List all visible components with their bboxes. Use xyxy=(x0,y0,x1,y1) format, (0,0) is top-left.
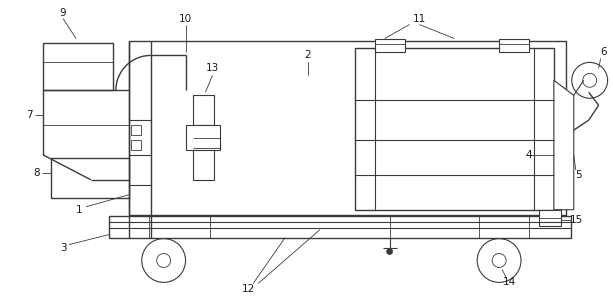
Bar xyxy=(131,140,141,150)
Text: 2: 2 xyxy=(305,50,311,60)
Bar xyxy=(375,38,405,52)
Bar xyxy=(539,210,561,226)
Text: 1: 1 xyxy=(76,205,82,215)
Text: 10: 10 xyxy=(179,14,192,24)
Text: 15: 15 xyxy=(570,215,584,225)
Bar xyxy=(192,95,215,125)
Bar xyxy=(129,41,566,215)
Bar xyxy=(192,150,215,180)
Text: 7: 7 xyxy=(26,110,32,120)
Text: 14: 14 xyxy=(503,278,516,288)
Text: 9: 9 xyxy=(60,8,66,18)
Bar xyxy=(499,38,529,52)
Polygon shape xyxy=(554,80,574,210)
Text: 13: 13 xyxy=(206,63,219,73)
Text: 4: 4 xyxy=(526,150,532,160)
Text: 3: 3 xyxy=(60,243,66,253)
Text: 8: 8 xyxy=(33,168,40,178)
Circle shape xyxy=(387,248,392,255)
Text: 11: 11 xyxy=(413,14,426,24)
Text: 12: 12 xyxy=(242,284,255,295)
Text: 6: 6 xyxy=(600,48,607,58)
Text: 5: 5 xyxy=(576,170,582,180)
Bar xyxy=(131,125,141,135)
Bar xyxy=(355,48,554,210)
Bar xyxy=(186,125,221,150)
Bar xyxy=(43,42,113,90)
Bar xyxy=(51,158,129,198)
Bar xyxy=(109,216,571,238)
